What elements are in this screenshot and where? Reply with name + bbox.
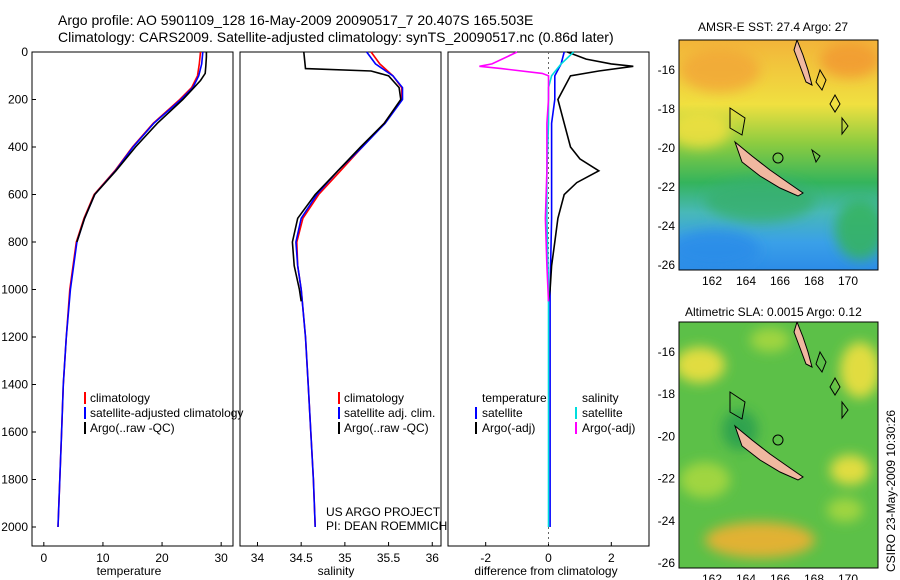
legend3-salinity-head: salinity: [582, 391, 619, 405]
xtick-label: 36: [426, 551, 440, 565]
ytick-label: 400: [8, 140, 28, 154]
ytick-label: 1400: [1, 378, 28, 392]
map-xtick-label: 168: [804, 274, 824, 288]
xlabel-salinity: salinity: [318, 564, 355, 578]
map-ytick-label: -20: [658, 429, 676, 443]
climatology-title: Climatology: CARS2009. Satellite-adjuste…: [58, 29, 614, 45]
legend3-temperature-head: temperature: [482, 391, 547, 405]
sst-map: [679, 40, 878, 270]
xtick-label: 34.5: [289, 551, 313, 565]
sst-map-frame: [678, 39, 879, 271]
map-ytick-label: -24: [658, 219, 676, 233]
map-ytick-label: -16: [658, 345, 676, 359]
project-note: US ARGO PROJECT: [326, 505, 441, 519]
legend3-sal-satellite: satellite: [582, 406, 623, 420]
series-line-argo-raw-qc-: [291, 51, 402, 302]
xtick-label: 30: [214, 551, 228, 565]
ytick-label: 800: [8, 235, 28, 249]
sla-map: [679, 322, 878, 568]
legend2-satellite: satellite adj. clim.: [344, 406, 435, 420]
sla-map-frame: [678, 321, 879, 569]
xtick-label: 20: [155, 551, 169, 565]
xlabel-temperature: temperature: [97, 564, 162, 578]
legend3-temp-satellite: satellite: [482, 406, 523, 420]
sla-map-title: Altimetric SLA: 0.0015 Argo: 0.12: [685, 305, 862, 319]
ytick-label: 2000: [1, 520, 28, 534]
xtick-label: 0: [545, 551, 552, 565]
map-ytick-label: -22: [658, 180, 676, 194]
pi-note: PI: DEAN ROEMMICH: [326, 519, 447, 533]
series-line-temperature-satellite: [549, 51, 565, 527]
ytick-label: 1000: [1, 283, 28, 297]
map-xtick-label: 166: [770, 572, 790, 580]
map-xtick-label: 164: [736, 572, 756, 580]
temperature-axes: [31, 51, 234, 547]
timestamp-stamp: CSIRO 23-May-2009 10:30:26: [884, 409, 898, 572]
ytick-label: 0: [21, 45, 28, 59]
map-ytick-label: -22: [658, 472, 676, 486]
map-xtick-label: 162: [702, 274, 722, 288]
map-xtick-label: 162: [702, 572, 722, 580]
series-line-satellite-adj-clim-: [295, 51, 404, 528]
map-ytick-label: -26: [658, 258, 676, 272]
sst-map-title: AMSR-E SST: 27.4 Argo: 27: [698, 20, 849, 34]
xlabel-difference: difference from climatology: [474, 564, 617, 578]
legend-argo: Argo(..raw -QC): [90, 421, 175, 435]
xtick-label: 10: [96, 551, 110, 565]
map-ytick-label: -18: [658, 102, 676, 116]
map-ytick-label: -20: [658, 141, 676, 155]
legend3-sal-argo: Argo(-adj): [582, 421, 635, 435]
ytick-label: 200: [8, 93, 28, 107]
xtick-label: 0: [40, 551, 47, 565]
xtick-label: 35.5: [377, 551, 401, 565]
series-line-salinity-argo-adj-: [479, 51, 550, 302]
map-ytick-label: -18: [658, 387, 676, 401]
series-line-argo-raw-qc-: [76, 52, 208, 243]
ytick-label: 1800: [1, 473, 28, 487]
series-line-satellite-adjusted-climatology: [57, 51, 204, 528]
salinity-axes: [239, 51, 442, 547]
map-ytick-label: -26: [658, 556, 676, 570]
map-ytick-label: -24: [658, 514, 676, 528]
ytick-label: 1600: [1, 425, 28, 439]
map-xtick-label: 170: [838, 274, 858, 288]
map-xtick-label: 164: [736, 274, 756, 288]
map-xtick-label: 166: [770, 274, 790, 288]
legend3-temp-argo: Argo(-adj): [482, 421, 535, 435]
legend-climatology: climatology: [90, 391, 150, 405]
profile-title: Argo profile: AO 5901109_128 16-May-2009…: [58, 12, 534, 28]
legend-satellite-adjusted: satellite-adjusted climatology: [90, 406, 243, 420]
legend2-climatology: climatology: [344, 391, 404, 405]
xtick-label: 2: [608, 551, 615, 565]
xtick-label: 34: [251, 551, 265, 565]
series-line-climatology: [57, 51, 202, 528]
map-xtick-label: 168: [804, 572, 824, 580]
ytick-label: 600: [8, 188, 28, 202]
ytick-label: 1200: [1, 330, 28, 344]
series-line-salinity-satellite: [546, 51, 575, 527]
xtick-label: -2: [480, 551, 491, 565]
series-line-temperature-argo-adj-: [547, 51, 634, 302]
map-xtick-label: 170: [838, 572, 858, 580]
legend2-argo: Argo(..raw -QC): [344, 421, 429, 435]
map-ytick-label: -16: [658, 63, 676, 77]
xtick-label: 35: [338, 551, 352, 565]
